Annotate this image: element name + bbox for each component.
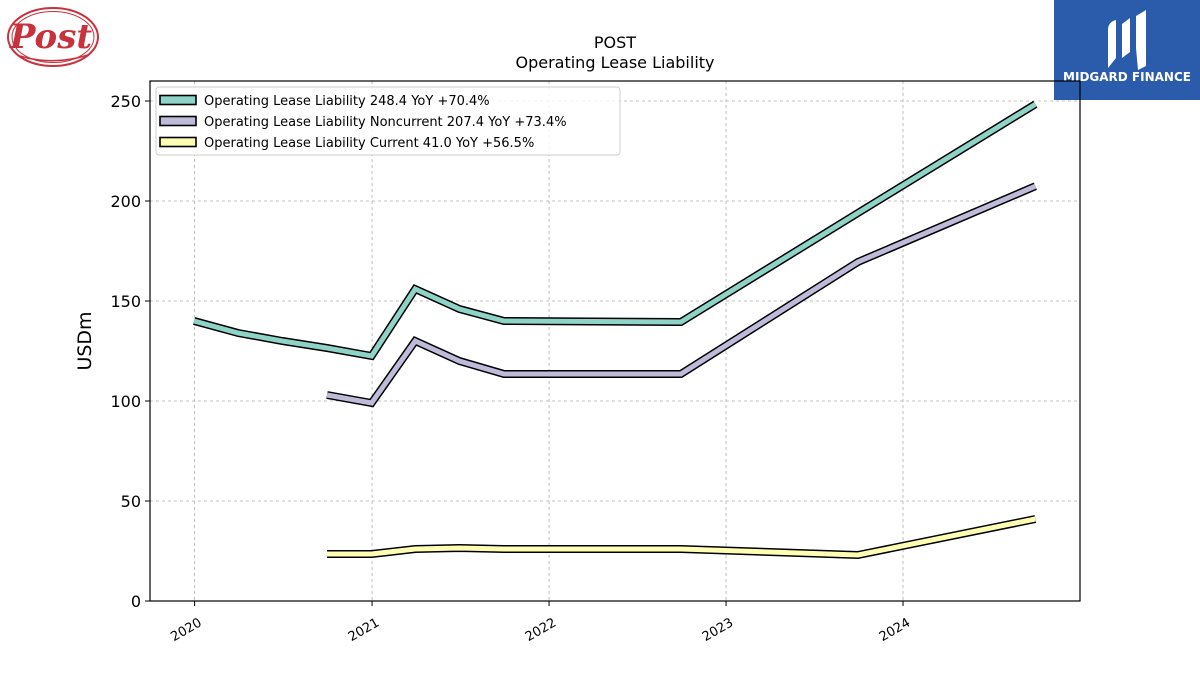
series-0 [193,100,1038,361]
y-tick-label: 250 [110,92,141,111]
series-lines [193,100,1038,560]
x-tick-label: 2021 [346,615,382,645]
chart-subtitle: Operating Lease Liability [515,53,714,72]
legend-swatch [159,94,197,106]
legend-entry-label: Operating Lease Liability Current 41.0 Y… [204,136,534,151]
y-tick-label: 50 [121,492,141,511]
series-line [327,516,1036,558]
x-tick-label: 2020 [168,615,204,645]
legend: Operating Lease Liability 248.4 YoY +70.… [155,86,621,156]
y-axis-label: USDm [74,311,96,370]
chart-title: POST [594,33,636,52]
midgard-logo: MIDGARD FINANCE [1054,0,1200,100]
y-tick-label: 150 [110,292,141,311]
series-1 [326,182,1037,408]
y-tick-label: 0 [131,592,141,611]
x-tick-label: 2023 [700,615,736,645]
legend-swatch [159,115,197,127]
x-tick-label: 2024 [877,615,913,645]
post-logo-icon: Post [7,7,99,67]
y-tick-label: 100 [110,392,141,411]
legend-swatch [159,136,197,148]
axis-ticks: 0 50 100 150 200 250 2020 2021 2022 2023 2024 [110,92,913,645]
series-line [193,102,1037,359]
legend-entry-label: Operating Lease Liability Noncurrent 207… [204,115,567,130]
y-tick-label: 200 [110,192,141,211]
plot-area-frame [149,80,1081,602]
post-logo-text: Post [9,17,92,57]
midgard-logo-text: MIDGARD FINANCE [1063,70,1191,84]
legend-entry-label: Operating Lease Liability 248.4 YoY +70.… [204,94,490,109]
midgard-logo-icon [1108,10,1146,70]
legend-box [155,86,621,156]
series-line [326,183,1037,406]
series-2 [327,515,1037,560]
x-tick-label: 2022 [523,615,559,645]
